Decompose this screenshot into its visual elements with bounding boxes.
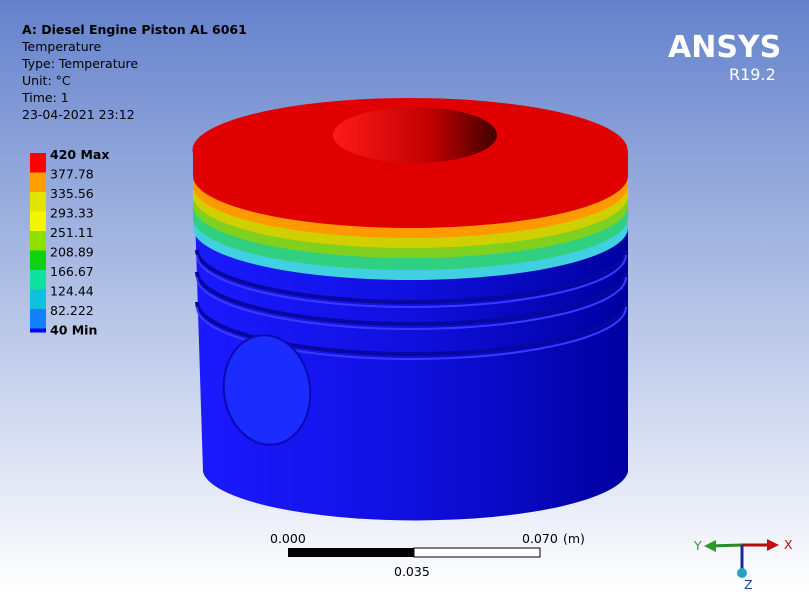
legend-label: 293.33	[50, 206, 94, 221]
scale-bar: 0.000 0.070 (m) 0.035	[270, 531, 585, 579]
triad-arrow	[737, 568, 747, 578]
legend-swatch	[30, 270, 46, 290]
scale-end: 0.070	[522, 531, 558, 546]
legend-label: 335.56	[50, 186, 94, 201]
legend-label: 166.67	[50, 264, 94, 279]
ring-edge	[196, 276, 627, 330]
triad-y-label: Y	[693, 538, 702, 553]
legend-swatch	[30, 250, 46, 270]
piston-model	[192, 98, 628, 521]
legend-label: 40 Min	[50, 323, 97, 338]
legend-swatch	[30, 309, 46, 329]
legend-swatch	[30, 153, 46, 173]
triad-z-label: Z	[744, 577, 753, 592]
legend-swatch	[30, 192, 46, 212]
triad-x-label: X	[784, 537, 793, 552]
pin-hole	[222, 334, 312, 446]
legend-label: 82.222	[50, 303, 94, 318]
header-line: Time: 1	[21, 90, 69, 105]
header-line: Unit: °C	[22, 73, 71, 88]
legend-label: 251.11	[50, 225, 94, 240]
triad-arrow	[767, 539, 779, 551]
scale-mid: 0.035	[394, 564, 430, 579]
legend-swatch	[30, 211, 46, 231]
logo-name: ANSYS	[668, 30, 781, 65]
legend: 420 Max 377.78 335.56 293.33 251.11 208.89 166…	[30, 147, 109, 338]
ring-edge	[196, 306, 627, 360]
legend-swatch	[30, 172, 46, 192]
axis-triad: Y X Z	[693, 537, 793, 592]
scale-segment	[288, 548, 414, 557]
result-title: A: Diesel Engine Piston AL 6061	[22, 22, 247, 37]
ring-edge	[196, 254, 627, 308]
hud: A: Diesel Engine Piston AL 6061 Temperat…	[21, 22, 793, 592]
legend-label: 208.89	[50, 245, 94, 260]
scale-segment	[413, 547, 541, 558]
ring-groove	[195, 271, 628, 326]
logo-version: R19.2	[729, 65, 776, 84]
scale-unit: (m)	[563, 531, 585, 546]
triad-arrow	[704, 540, 716, 552]
ring-groove	[195, 301, 628, 356]
header-line: 23-04-2021 23:12	[22, 107, 135, 122]
legend-label: 420 Max	[50, 147, 109, 162]
scale-start: 0.000	[270, 531, 306, 546]
header-line: Temperature	[21, 39, 101, 54]
legend-swatch	[30, 289, 46, 309]
header-line: Type: Temperature	[21, 56, 138, 71]
legend-swatch	[30, 328, 46, 333]
legend-swatch	[30, 231, 46, 251]
legend-label: 377.78	[50, 167, 94, 182]
legend-label: 124.44	[50, 284, 94, 299]
piston-bowl	[333, 107, 497, 163]
ring-groove	[195, 249, 628, 304]
